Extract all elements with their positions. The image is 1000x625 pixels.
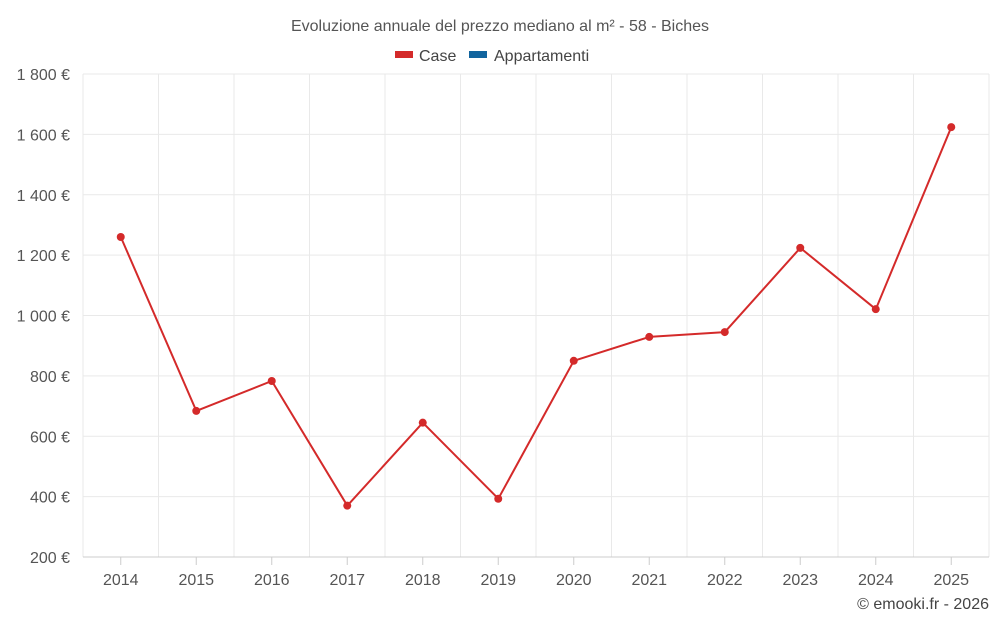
data-point[interactable] xyxy=(720,328,729,337)
x-tick-label: 2022 xyxy=(707,572,743,589)
x-tick-label: 2015 xyxy=(178,572,214,589)
x-tick-label: 2021 xyxy=(631,572,667,589)
series xyxy=(116,123,956,510)
data-point[interactable] xyxy=(796,243,805,252)
x-tick-label: 2016 xyxy=(254,572,290,589)
y-tick-label: 600 € xyxy=(30,429,70,446)
legend-label-appartamenti: Appartamenti xyxy=(494,48,589,65)
data-point[interactable] xyxy=(418,418,427,427)
data-point[interactable] xyxy=(343,501,352,510)
y-tick-label: 1 000 € xyxy=(17,309,70,326)
legend-swatch-case xyxy=(395,51,413,58)
credit-text: © emooki.fr - 2026 xyxy=(857,596,989,613)
y-tick-label: 200 € xyxy=(30,550,70,567)
x-tick-label: 2023 xyxy=(782,572,818,589)
x-tick-label: 2014 xyxy=(103,572,139,589)
x-tick-label: 2025 xyxy=(933,572,969,589)
x-tick-label: 2024 xyxy=(858,572,894,589)
legend: Case Appartamenti xyxy=(395,48,589,65)
x-tick-label: 2018 xyxy=(405,572,441,589)
legend-label-case: Case xyxy=(419,48,456,65)
x-tick-label: 2020 xyxy=(556,572,592,589)
series-line-case xyxy=(119,126,953,507)
grid xyxy=(82,73,990,557)
data-point[interactable] xyxy=(494,494,503,503)
y-tick-label: 1 200 € xyxy=(17,248,70,265)
y-tick-label: 1 400 € xyxy=(17,188,70,205)
y-tick-label: 1 600 € xyxy=(17,127,70,144)
data-point[interactable] xyxy=(116,233,125,242)
y-tick-label: 1 800 € xyxy=(17,67,70,84)
legend-swatch-appartamenti xyxy=(469,51,487,58)
x-tick-label: 2017 xyxy=(329,572,365,589)
axes: 200 € 400 € 600 € 800 € 1 000 € 1 200 € 1 400 … xyxy=(17,67,989,589)
legend-item-case[interactable]: Case xyxy=(395,48,456,65)
data-point[interactable] xyxy=(947,123,956,132)
y-tick-label: 800 € xyxy=(30,369,70,386)
y-tick-label: 400 € xyxy=(30,490,70,507)
chart-title: Evoluzione annuale del prezzo mediano al… xyxy=(291,18,709,35)
data-point[interactable] xyxy=(192,406,201,415)
data-point[interactable] xyxy=(871,305,880,314)
data-point[interactable] xyxy=(267,377,276,386)
legend-item-appartamenti[interactable]: Appartamenti xyxy=(469,48,589,65)
data-point[interactable] xyxy=(645,332,654,341)
data-point[interactable] xyxy=(569,356,578,365)
x-tick-label: 2019 xyxy=(480,572,516,589)
